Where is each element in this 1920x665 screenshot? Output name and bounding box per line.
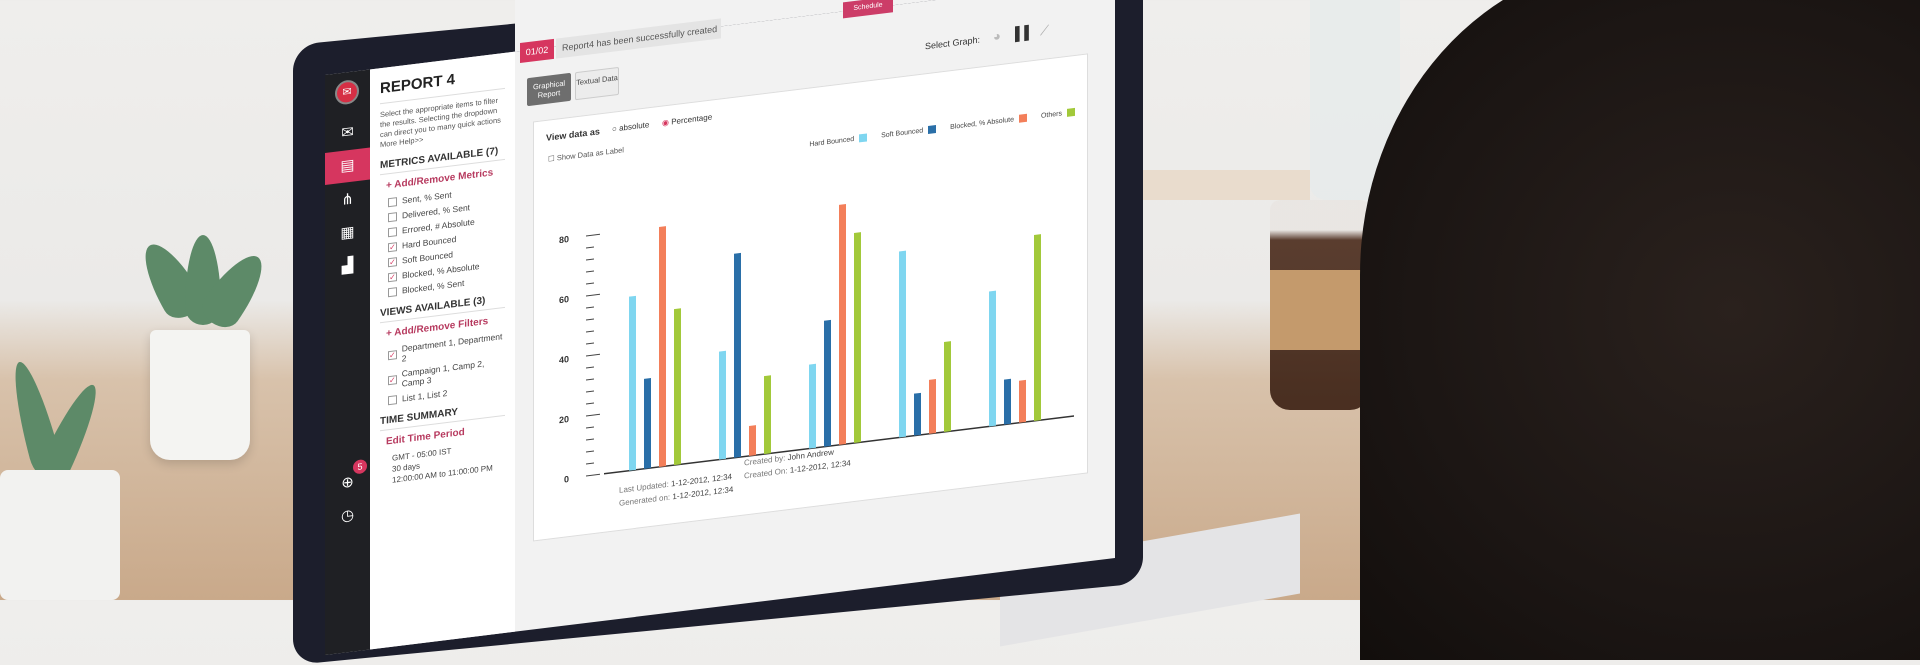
y-tick	[586, 233, 600, 237]
checkbox[interactable]	[388, 286, 397, 297]
checkbox-label: Soft Bounced	[402, 249, 454, 266]
toast-counter[interactable]: 01/02	[520, 38, 554, 64]
checkbox-label: List 1, List 2	[402, 387, 448, 404]
y-tick	[586, 353, 600, 357]
y-tick	[586, 270, 594, 273]
y-tick	[586, 450, 594, 453]
y-tick	[586, 402, 594, 405]
main-area: Schedule 01/02 Report4 has been successf…	[515, 0, 1115, 632]
show-label-checkbox[interactable]: ☐ Show Data as Label	[548, 145, 624, 164]
clock-icon[interactable]: ◷	[340, 506, 355, 526]
bar-soft-bounced-4	[914, 392, 921, 436]
layout-icon[interactable]: ▦	[340, 223, 355, 243]
y-tick	[586, 282, 594, 285]
y-tick	[586, 438, 594, 441]
views-list: ✓ Department 1, Department 2 ✓ Campaign 1, …	[380, 331, 505, 406]
y-tick-label: 0	[564, 474, 569, 485]
bar-blocked-absolute-2	[749, 425, 756, 456]
bar-hard-bounced-1	[629, 295, 636, 471]
y-tick-label: 60	[559, 294, 569, 305]
tab-graphical-report[interactable]: Graphical Report	[527, 72, 571, 107]
laptop-screen: ✉ ✉ ▤ ⋔ ▦ ▟ ⊕ 5 ◷ REPORT 4 Select the app…	[325, 0, 1115, 656]
y-tick	[586, 413, 600, 417]
bar-blocked-absolute-5	[1019, 379, 1026, 423]
checkbox[interactable]: ✓	[388, 256, 397, 267]
checkbox[interactable]	[388, 226, 397, 237]
bar-others-1	[674, 308, 681, 466]
line-chart-icon[interactable]: ⟋	[1040, 22, 1050, 39]
metrics-list: Sent, % Sent Delivered, % Sent Errored, # …	[380, 183, 505, 298]
y-tick	[586, 318, 594, 321]
bar-soft-bounced-3	[824, 319, 831, 447]
show-label-text: Show Data as Label	[556, 145, 624, 163]
checkbox-label: Blocked, % Sent	[402, 277, 465, 296]
y-tick	[586, 390, 594, 393]
schedule-button[interactable]: Schedule	[843, 0, 893, 19]
bar-blocked-absolute-1	[659, 226, 666, 467]
filter-panel: REPORT 4 Select the appropriate items to…	[370, 51, 515, 650]
hierarchy-icon[interactable]: ⋔	[341, 190, 354, 210]
radio-absolute[interactable]: ○ absolute	[612, 120, 650, 134]
mail-logo-icon[interactable]: ✉	[335, 78, 359, 106]
radio-absolute-label: absolute	[619, 120, 650, 133]
view-as-label: View data as	[546, 126, 600, 143]
y-tick	[586, 342, 594, 345]
bar-chart: 0 20 40 60 80	[559, 204, 1074, 485]
bar-chart-icon[interactable]: ▟	[341, 256, 354, 275]
y-tick	[586, 473, 600, 477]
bar-others-5	[1034, 234, 1041, 421]
checkbox[interactable]	[388, 394, 397, 405]
y-tick	[586, 366, 594, 369]
radio-percentage[interactable]: ◉ Percentage	[662, 112, 713, 128]
bar-hard-bounced-3	[809, 363, 816, 449]
bar-others-2	[764, 375, 771, 455]
y-tick-label: 80	[559, 234, 569, 245]
notification-badge: 5	[353, 458, 367, 475]
y-tick-label: 20	[559, 414, 569, 425]
sidebar: ✉ ✉ ▤ ⋔ ▦ ▟ ⊕ 5 ◷	[325, 69, 370, 656]
tab-textual-data[interactable]: Textual Data	[575, 66, 619, 101]
checkbox[interactable]: ✓	[388, 241, 397, 252]
plant-pot	[150, 330, 250, 460]
chart-card: View data as ○ absolute ◉ Percentage ☐ S…	[533, 53, 1088, 542]
bar-others-3	[854, 232, 861, 444]
y-tick	[586, 293, 600, 297]
bar-others-4	[944, 341, 951, 432]
bar-soft-bounced-5	[1004, 378, 1011, 425]
checkbox[interactable]	[388, 196, 397, 207]
plant-pot	[0, 470, 120, 600]
bar-hard-bounced-2	[719, 350, 726, 460]
y-tick	[586, 306, 594, 309]
y-tick-label: 40	[559, 354, 569, 365]
coffee-glass-sleeve	[1270, 270, 1370, 350]
bar-chart-icon[interactable]: ▌▌	[1015, 24, 1034, 42]
bar-hard-bounced-5	[989, 290, 996, 427]
y-tick	[586, 330, 594, 333]
y-tick	[586, 462, 594, 465]
inbox-icon[interactable]: ✉	[341, 123, 354, 143]
support-icon[interactable]: ⊕ 5	[325, 458, 370, 502]
bar-blocked-absolute-3	[839, 204, 846, 445]
bar-soft-bounced-1	[644, 377, 651, 469]
pie-chart-icon[interactable]: ◕	[993, 28, 1001, 44]
bar-soft-bounced-2	[734, 252, 741, 458]
person-silhouette	[1360, 0, 1920, 660]
report-icon[interactable]: ▤	[325, 147, 370, 185]
checkbox[interactable]	[388, 211, 397, 222]
checkbox-label: Hard Bounced	[402, 233, 457, 251]
y-tick	[586, 258, 594, 261]
bar-blocked-absolute-4	[929, 378, 936, 434]
checkbox-label: Sent, % Sent	[402, 189, 452, 206]
select-graph-label: Select Graph:	[925, 34, 981, 52]
checkbox[interactable]: ✓	[388, 349, 397, 360]
y-tick	[586, 246, 594, 249]
y-tick	[586, 426, 594, 429]
radio-percentage-label: Percentage	[671, 112, 713, 127]
checkbox[interactable]: ✓	[388, 374, 397, 385]
checkbox[interactable]: ✓	[388, 271, 397, 282]
y-tick	[586, 378, 594, 381]
bar-hard-bounced-4	[899, 250, 906, 438]
